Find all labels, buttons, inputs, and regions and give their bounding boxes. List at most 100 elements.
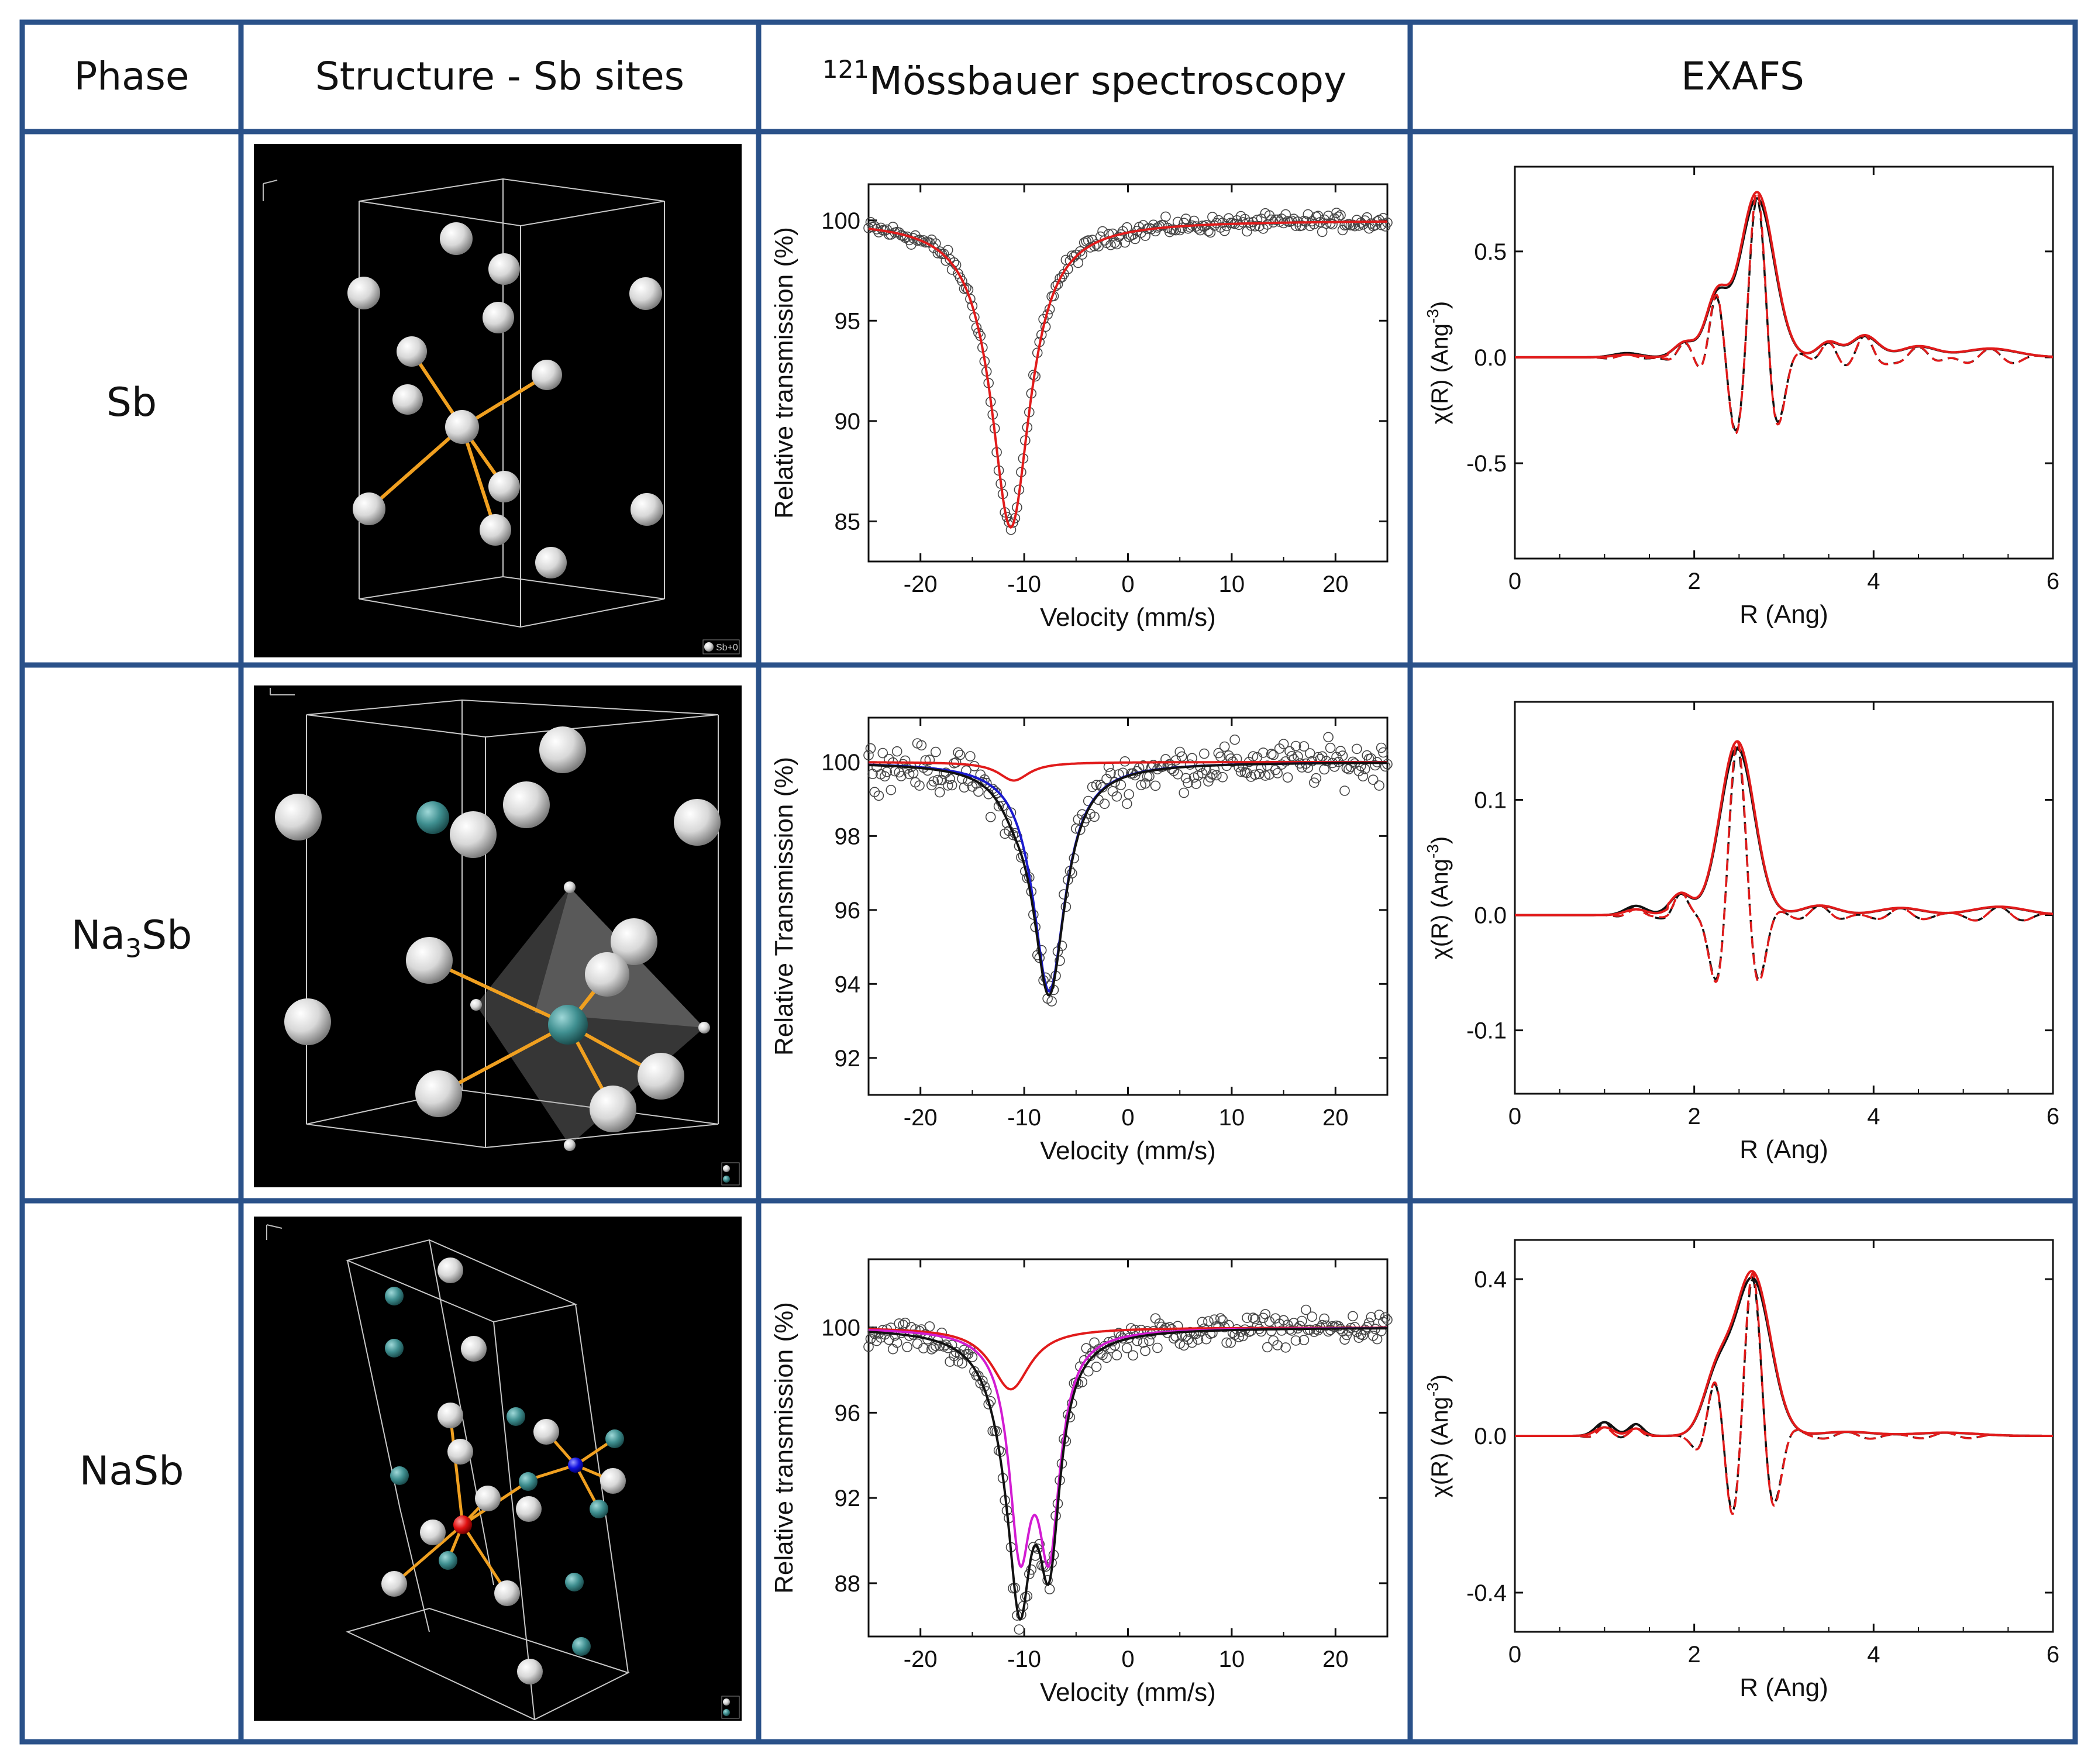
data-point	[1272, 768, 1283, 778]
data-point	[891, 1337, 902, 1348]
x-tick-label: 20	[1322, 571, 1349, 597]
data-point	[1055, 955, 1065, 966]
data-point	[1382, 1314, 1393, 1325]
data-point	[1201, 1334, 1212, 1345]
data-point	[1290, 1335, 1301, 1346]
y-axis-label: Relative Transmission (%)	[770, 757, 798, 1056]
data-point	[904, 769, 915, 780]
data-point	[914, 235, 925, 245]
y-tick-label: 85	[835, 509, 861, 535]
data-point	[1219, 741, 1230, 752]
data-point	[1203, 1316, 1214, 1327]
data-point	[865, 743, 876, 754]
fit-total-curve	[868, 762, 1387, 997]
y-tick-label: 0.5	[1474, 239, 1507, 265]
data-point	[1359, 764, 1370, 774]
data-point	[1105, 768, 1116, 778]
plot-frame	[867, 716, 1389, 1096]
data-point	[1270, 1313, 1281, 1324]
data-point	[869, 787, 880, 797]
unit-cell-edges	[359, 178, 665, 628]
y-tick-label: 100	[821, 1315, 860, 1341]
data-point	[1312, 1325, 1324, 1336]
data-point	[1266, 1325, 1277, 1336]
data-point	[1266, 749, 1277, 759]
fit-real-part-curve	[1515, 1272, 2053, 1515]
y-tick-label: 0.0	[1474, 903, 1507, 929]
header-structure: Structure - Sb sites	[315, 54, 685, 99]
data-point	[1276, 1325, 1287, 1336]
data-point	[1298, 1335, 1310, 1345]
data-point	[863, 1341, 874, 1352]
axis-triad	[263, 180, 278, 201]
data-point	[873, 790, 884, 801]
y-tick-label: 100	[821, 750, 860, 776]
data-point	[955, 749, 966, 760]
data-point	[1140, 1345, 1150, 1356]
x-tick-label: 0	[1121, 571, 1134, 597]
legend-box	[721, 1696, 740, 1719]
data-point	[1312, 211, 1324, 221]
data-point	[1026, 1564, 1037, 1575]
y-axis-label-tail: )	[1427, 301, 1453, 309]
data-point	[973, 786, 984, 797]
data-point	[1380, 1312, 1391, 1323]
data-point	[932, 774, 943, 785]
data-point	[1353, 766, 1365, 777]
x-axis-label: Velocity (mm/s)	[1040, 1678, 1216, 1707]
data-point	[924, 1321, 935, 1332]
data-point	[1191, 778, 1201, 789]
data-point	[1256, 1326, 1267, 1337]
data-point	[1083, 1366, 1094, 1377]
data-point	[1203, 226, 1214, 236]
data-point	[1180, 773, 1191, 784]
data-point	[1258, 747, 1269, 758]
data-point	[1059, 889, 1069, 900]
y-axis-label-base: χ(R) (Ang	[1427, 859, 1453, 959]
exafs-plot-na3sb: 0 2 4 6 -0.1 0.0 0.1 R (Ang) χ(R) (Ang-3)	[1421, 690, 2071, 1193]
y-tick-label: -0.5	[1466, 451, 1507, 477]
data-point	[1103, 229, 1114, 240]
data-point	[957, 1358, 967, 1369]
x-tick-label: 20	[1322, 1105, 1349, 1131]
data-points	[863, 208, 1393, 535]
phase-na3sb-na: Na	[71, 912, 126, 959]
magnitude-curve	[1515, 1276, 2053, 1437]
data-point	[961, 282, 972, 293]
exafs-plot-nasb: 0 2 4 6 -0.4 0.0 0.4 R (Ang) χ(R) (Ang-3)	[1421, 1228, 2071, 1731]
fit-component-curve	[869, 761, 1387, 782]
data-point	[1103, 1336, 1114, 1348]
data-point	[1343, 219, 1354, 229]
y-tick-label: 0.1	[1474, 788, 1507, 814]
fit-real-part-curve	[1515, 739, 2054, 983]
data-point	[1284, 746, 1295, 757]
mossbauer-plot-svg: -20 -10 0 10 20 85 90 95 100 Velocity (mm/s) Relat…	[770, 183, 1393, 632]
x-axis-label: R (Ang)	[1739, 1673, 1828, 1702]
data-point	[1111, 791, 1122, 802]
data-point	[1266, 214, 1277, 225]
data-point	[1378, 747, 1389, 758]
data-point	[1097, 226, 1108, 237]
data-point	[1337, 750, 1348, 761]
x-axis-label: R (Ang)	[1739, 600, 1828, 629]
data-point	[1250, 221, 1260, 232]
fit-component-curve	[868, 762, 1387, 993]
y-axis-label-base: χ(R) (Ang	[1427, 1397, 1453, 1497]
data-point	[1099, 798, 1110, 809]
real-part-curve	[1515, 1277, 2053, 1512]
data-point	[1207, 769, 1218, 780]
y-tick-label: 92	[835, 1486, 861, 1511]
data-point	[900, 1317, 911, 1328]
y-tick-label: 95	[835, 308, 861, 334]
data-point	[1180, 213, 1191, 224]
data-point	[1199, 748, 1210, 759]
na-sb-atoms	[275, 726, 721, 1151]
data-point	[1323, 732, 1334, 743]
data-point	[1343, 1325, 1354, 1336]
data-point	[945, 773, 955, 784]
data-point	[1335, 746, 1346, 756]
data-point	[1095, 780, 1106, 790]
data-point	[1280, 1342, 1291, 1353]
table-outer-border	[19, 19, 2078, 1745]
